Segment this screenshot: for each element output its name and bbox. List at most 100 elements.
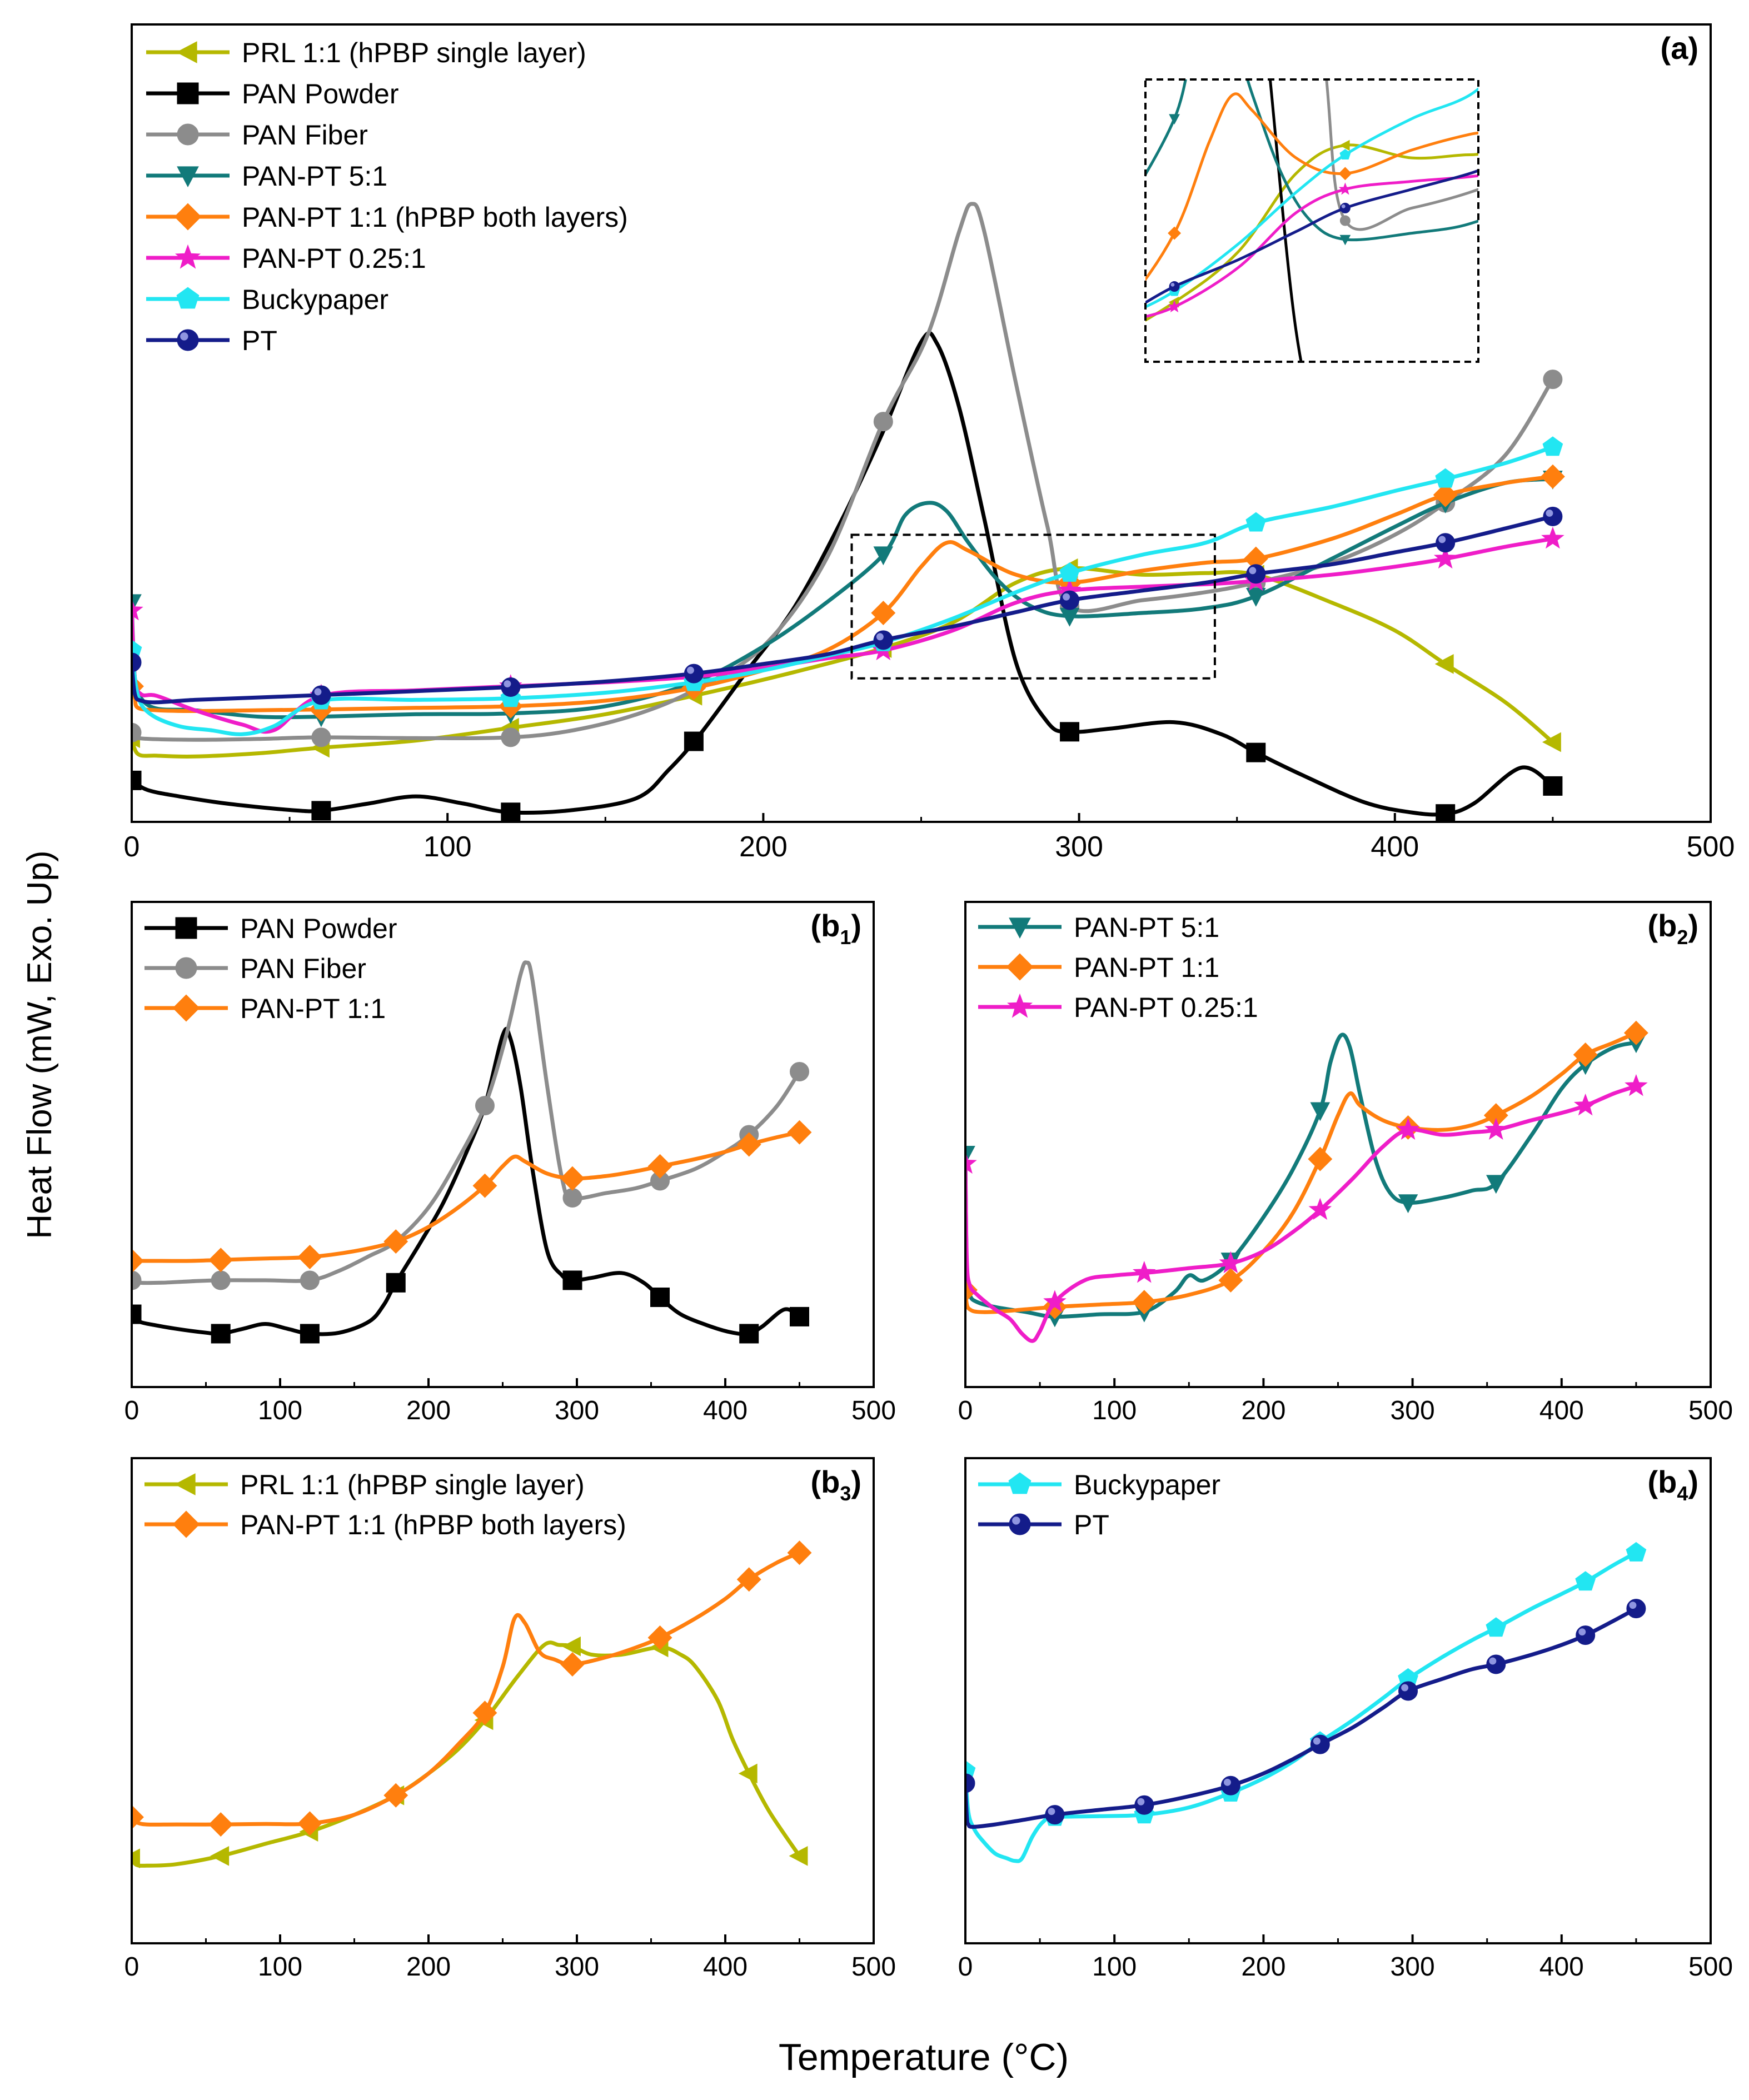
data-point-PT51 bbox=[1245, 587, 1266, 607]
data-point-PRL bbox=[132, 1848, 140, 1869]
x-tick-label: 400 bbox=[1539, 1952, 1584, 1982]
legend: Buckypaper PT bbox=[978, 1469, 1220, 1540]
data-point-PT025 bbox=[1396, 1118, 1420, 1140]
data-point-Bucky bbox=[1575, 1571, 1596, 1591]
data-point-PT bbox=[1626, 1599, 1646, 1619]
legend-label-PANFiber: PAN Fiber bbox=[240, 953, 366, 984]
data-point-PT bbox=[132, 652, 142, 672]
data-point-Bucky bbox=[1542, 436, 1563, 456]
data-point-PT bbox=[1134, 1795, 1154, 1815]
data-point-PANPowder bbox=[684, 731, 704, 751]
x-tick-label: 0 bbox=[124, 831, 140, 863]
data-point-PANFiber bbox=[132, 1270, 142, 1290]
data-point-PT bbox=[1339, 202, 1351, 213]
data-point-PANFiber bbox=[475, 1096, 495, 1116]
panel-label-close: ) bbox=[1688, 1464, 1698, 1499]
data-point-PANFiber bbox=[300, 1270, 320, 1290]
data-point-PANPowder bbox=[501, 802, 521, 822]
legend-label-PT51: PAN-PT 5:1 bbox=[242, 161, 387, 192]
legend-marker-PT51 bbox=[1009, 917, 1031, 939]
data-point-PT11 bbox=[1132, 1290, 1157, 1315]
data-point-PT-highlight bbox=[1223, 1778, 1231, 1786]
data-point-PANPowder bbox=[1060, 722, 1080, 742]
data-point-PT-highlight bbox=[1137, 1798, 1145, 1805]
data-point-PT-highlight bbox=[686, 666, 694, 674]
legend-label-PANPowder: PAN Powder bbox=[240, 913, 397, 944]
x-tick-label: 200 bbox=[739, 831, 788, 863]
x-tick-label: 300 bbox=[555, 1952, 599, 1982]
data-point-PANFiber bbox=[501, 727, 521, 747]
zoom-region-box bbox=[850, 533, 1216, 680]
data-point-PRL bbox=[562, 1636, 581, 1657]
data-point-PT bbox=[1436, 533, 1456, 553]
data-point-PT bbox=[1310, 1734, 1330, 1754]
x-tick-label: 200 bbox=[1241, 1396, 1285, 1425]
data-point-PT025 bbox=[1573, 1093, 1597, 1116]
x-tick-label: 100 bbox=[1092, 1396, 1137, 1425]
plot-area bbox=[965, 1542, 1647, 1863]
data-point-PT51 bbox=[965, 1146, 975, 1165]
data-point-PT025 bbox=[1219, 1251, 1243, 1274]
series-line-PANFiber bbox=[132, 202, 1555, 742]
data-point-PT025 bbox=[1625, 1074, 1648, 1096]
data-point-PT11 bbox=[736, 1132, 761, 1157]
data-point-PT11 bbox=[647, 1625, 672, 1650]
legend-label-PT025: PAN-PT 0.25:1 bbox=[1074, 992, 1258, 1023]
x-tick-label: 500 bbox=[851, 1952, 896, 1982]
x-tick-label: 500 bbox=[1688, 1396, 1733, 1425]
legend: PAN Powder PAN Fiber PAN-PT 1:1 bbox=[144, 913, 397, 1024]
data-point-PT bbox=[1543, 506, 1563, 526]
data-point-PT11 bbox=[132, 1805, 144, 1829]
x-tick-label: 100 bbox=[258, 1396, 302, 1425]
data-point-PT-highlight bbox=[504, 680, 511, 687]
legend-marker-Bucky bbox=[176, 287, 200, 309]
legend-marker-PT bbox=[177, 329, 199, 351]
legend-marker-PT11 bbox=[172, 994, 200, 1022]
data-point-PT-highlight bbox=[1629, 1602, 1637, 1609]
panel-label-close: ) bbox=[1688, 908, 1698, 943]
series-line-PRL bbox=[132, 566, 1555, 759]
x-tick-label: 300 bbox=[1055, 831, 1103, 863]
data-point-PANPowder bbox=[132, 1304, 142, 1324]
legend-marker-PT11 bbox=[174, 203, 202, 231]
data-point-PT-highlight bbox=[1063, 593, 1070, 601]
legend-label-PT025: PAN-PT 0.25:1 bbox=[242, 243, 426, 274]
data-point-PT11 bbox=[787, 1540, 812, 1565]
x-tick-label: 400 bbox=[1371, 831, 1419, 863]
panel-label-text: (b bbox=[810, 1464, 840, 1499]
series-line-PT11 bbox=[132, 1130, 801, 1263]
data-point-PT11 bbox=[1433, 482, 1458, 507]
legend-marker-PANFiber bbox=[177, 123, 199, 146]
x-tick-label: 500 bbox=[1687, 831, 1735, 863]
data-point-PT bbox=[1169, 281, 1180, 292]
x-tick-label: 200 bbox=[1241, 1952, 1285, 1982]
x-tick-label: 300 bbox=[1391, 1396, 1435, 1425]
legend-marker-PT51 bbox=[177, 166, 199, 188]
data-point-PANFiber bbox=[132, 722, 142, 742]
data-point-Bucky bbox=[1245, 512, 1267, 532]
data-point-PANPowder bbox=[1246, 742, 1266, 762]
data-point-PANFiber bbox=[790, 1062, 809, 1082]
x-tick-label: 400 bbox=[703, 1952, 748, 1982]
data-point-PT11 bbox=[132, 1249, 144, 1273]
panel-label-subscript: 1 bbox=[840, 926, 851, 949]
panel-label-text: (b bbox=[1647, 1464, 1677, 1499]
legend-label-Bucky: Buckypaper bbox=[1074, 1469, 1220, 1500]
data-point-PT11 bbox=[787, 1120, 812, 1145]
data-point-PT11 bbox=[208, 1812, 233, 1837]
data-point-PT11 bbox=[383, 1229, 408, 1254]
data-point-PT-highlight bbox=[314, 688, 322, 696]
panel-label: (b4) bbox=[1647, 1464, 1698, 1505]
data-point-PT-highlight bbox=[1313, 1737, 1321, 1745]
legend-marker-PRL bbox=[176, 41, 197, 63]
y-axis-label: Heat Flow (mW, Exo. Up) bbox=[21, 850, 59, 1239]
x-tick-label: 500 bbox=[851, 1396, 896, 1425]
legend-label-PT11: PAN-PT 1:1 bbox=[240, 993, 386, 1024]
series-line-PT bbox=[1145, 169, 1478, 305]
data-point-PT-highlight bbox=[1048, 1808, 1055, 1815]
data-point-PT025 bbox=[1168, 300, 1181, 313]
inset-plot bbox=[1145, 79, 1478, 362]
data-point-PT-highlight bbox=[1341, 204, 1346, 208]
data-point-PANPowder bbox=[386, 1273, 406, 1293]
